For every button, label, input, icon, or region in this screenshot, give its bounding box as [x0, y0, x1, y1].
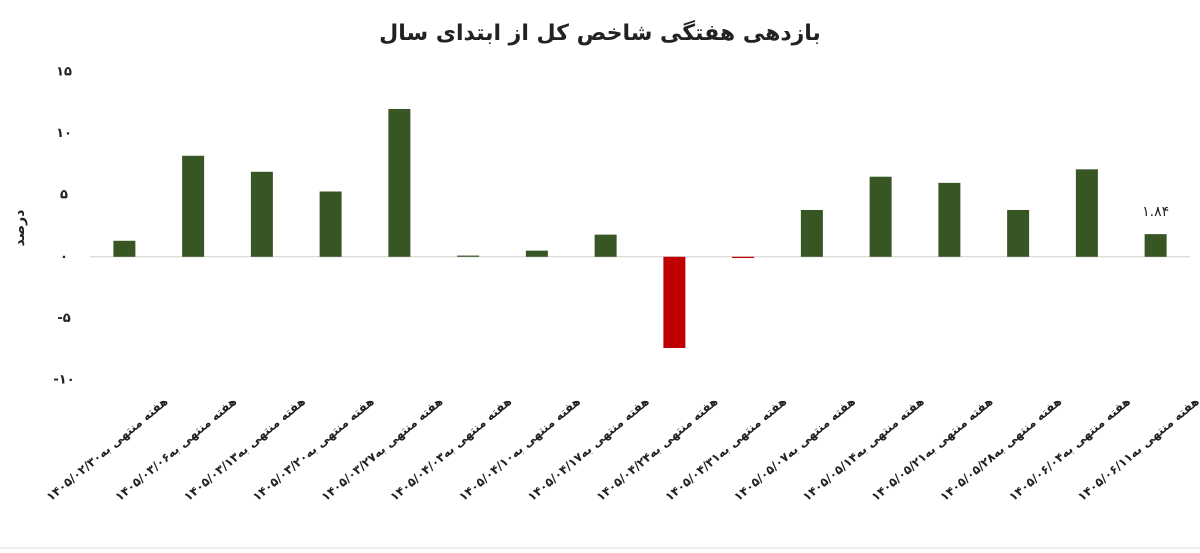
- bar: [800, 209, 823, 257]
- x-tick-label: هفته منتهی به۱۴۰۵/۰۵/۲۸: [937, 394, 1064, 504]
- x-tick-label: هفته منتهی به۱۴۰۵/۰۳/۲۰: [250, 394, 377, 504]
- y-tick-label: -۵: [57, 311, 70, 326]
- x-tick-label: هفته منتهی به۱۴۰۵/۰۶/۰۴: [1006, 394, 1133, 504]
- x-tick-label: هفته منتهی به۱۴۰۵/۰۶/۱۱: [1075, 394, 1200, 504]
- bar: [388, 108, 411, 257]
- x-tick-label: هفته منتهی به۱۴۰۵/۰۴/۱۰: [456, 394, 583, 504]
- bar: [525, 250, 548, 257]
- bar: [319, 191, 342, 257]
- y-tick-label: ۵: [60, 188, 68, 203]
- x-tick-label: هفته منتهی به۱۴۰۵/۰۲/۳۰: [44, 394, 171, 504]
- x-tick-label: هفته منتهی به۱۴۰۵/۰۴/۱۷: [525, 394, 652, 504]
- x-tick-label: هفته منتهی به۱۴۰۵/۰۵/۰۷: [731, 394, 858, 504]
- bar: [113, 240, 136, 257]
- bar: [732, 256, 755, 259]
- x-tick-label: هفته منتهی به۱۴۰۵/۰۴/۲۴: [594, 394, 721, 504]
- x-tick-label: هفته منتهی به۱۴۰۵/۰۴/۰۳: [387, 394, 514, 504]
- y-tick-label: -۱۰: [53, 373, 74, 388]
- bar: [457, 255, 480, 257]
- y-tick-label: ۱۵: [56, 65, 72, 80]
- bar: [1007, 209, 1030, 257]
- x-tick-label: هفته منتهی به۱۴۰۵/۰۳/۲۷: [319, 394, 446, 504]
- bar: [938, 182, 961, 257]
- bar: [594, 234, 617, 257]
- y-tick-label: ۱۰: [56, 126, 72, 141]
- bar: [663, 256, 686, 348]
- value-label: ۱.۸۴: [1142, 204, 1169, 220]
- bar: [1144, 234, 1167, 257]
- x-tick-label: هفته منتهی به۱۴۰۵/۰۳/۰۶: [112, 394, 239, 504]
- y-axis-label: درصد: [12, 210, 28, 247]
- chart-title: بازدهی هفتگی شاخص کل از ابتدای سال: [379, 19, 821, 46]
- bar: [250, 171, 273, 257]
- bar: [182, 155, 205, 257]
- x-tick-label: هفته منتهی به۱۴۰۵/۰۳/۱۳: [181, 394, 308, 504]
- bar: [1075, 169, 1098, 257]
- x-tick-label: هفته منتهی به۱۴۰۵/۰۵/۲۱: [869, 394, 996, 504]
- bar: [869, 176, 892, 257]
- y-tick-label: ۰: [60, 249, 68, 264]
- x-tick-label: هفته منتهی به۱۴۰۵/۰۴/۳۱: [662, 394, 789, 504]
- x-tick-label: هفته منتهی به۱۴۰۵/۰۵/۱۴: [800, 394, 927, 504]
